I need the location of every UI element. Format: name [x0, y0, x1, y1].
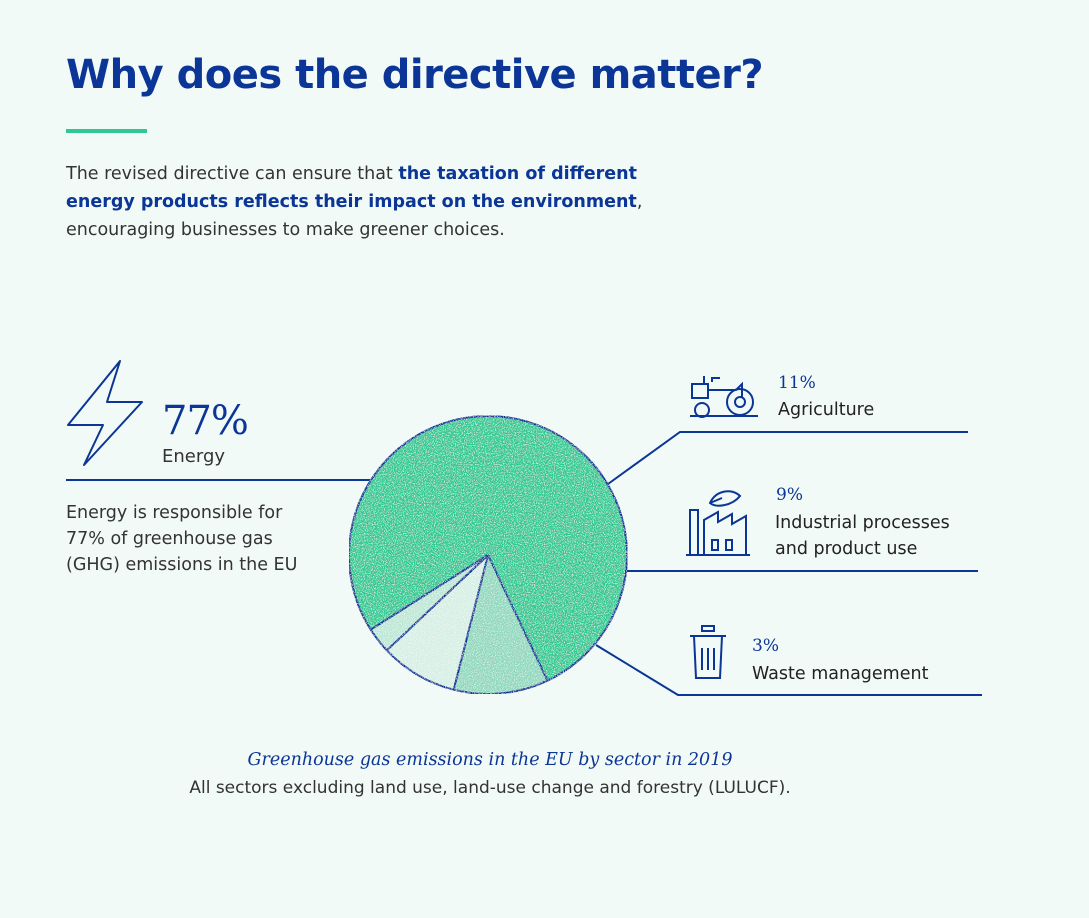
waste-connector-line [595, 644, 982, 696]
energy-label: Energy [162, 446, 226, 467]
trash-bin-icon [690, 625, 726, 679]
waste-label: Waste management [752, 664, 929, 684]
tractor-icon [690, 376, 758, 418]
agriculture-percentage: 11% [778, 373, 816, 393]
pie-slice-energy [348, 415, 628, 682]
industry-label: Industrial processes and product use [775, 513, 950, 559]
pie-slice-industry [385, 554, 489, 691]
intro-prefix: The revised directive can ensure that [66, 164, 399, 184]
waste-percentage: 3% [752, 636, 779, 656]
pie-slice-agriculture [452, 554, 549, 695]
intro-highlight: the taxation of different energy product… [66, 164, 637, 212]
page-title: Why does the directive matter? [66, 52, 764, 98]
industry-percentage: 9% [776, 485, 803, 505]
chart-title: Greenhouse gas emissions in the EU by se… [247, 750, 733, 770]
title-accent-bar [66, 129, 147, 133]
pie-slice-waste [369, 554, 489, 652]
intro-suffix: , encouraging businesses to make greener… [66, 192, 643, 240]
intro-text: The revised directive can ensure that th… [66, 160, 706, 244]
lightning-icon [67, 360, 143, 466]
chart-subtitle: All sectors excluding land use, land-use… [189, 778, 791, 798]
energy-percentage: 77% [162, 398, 249, 444]
agriculture-label: Agriculture [778, 400, 875, 420]
factory-icon [686, 490, 750, 556]
agriculture-connector-line [607, 431, 968, 485]
energy-description: Energy is responsible for 77% of greenho… [66, 503, 298, 575]
